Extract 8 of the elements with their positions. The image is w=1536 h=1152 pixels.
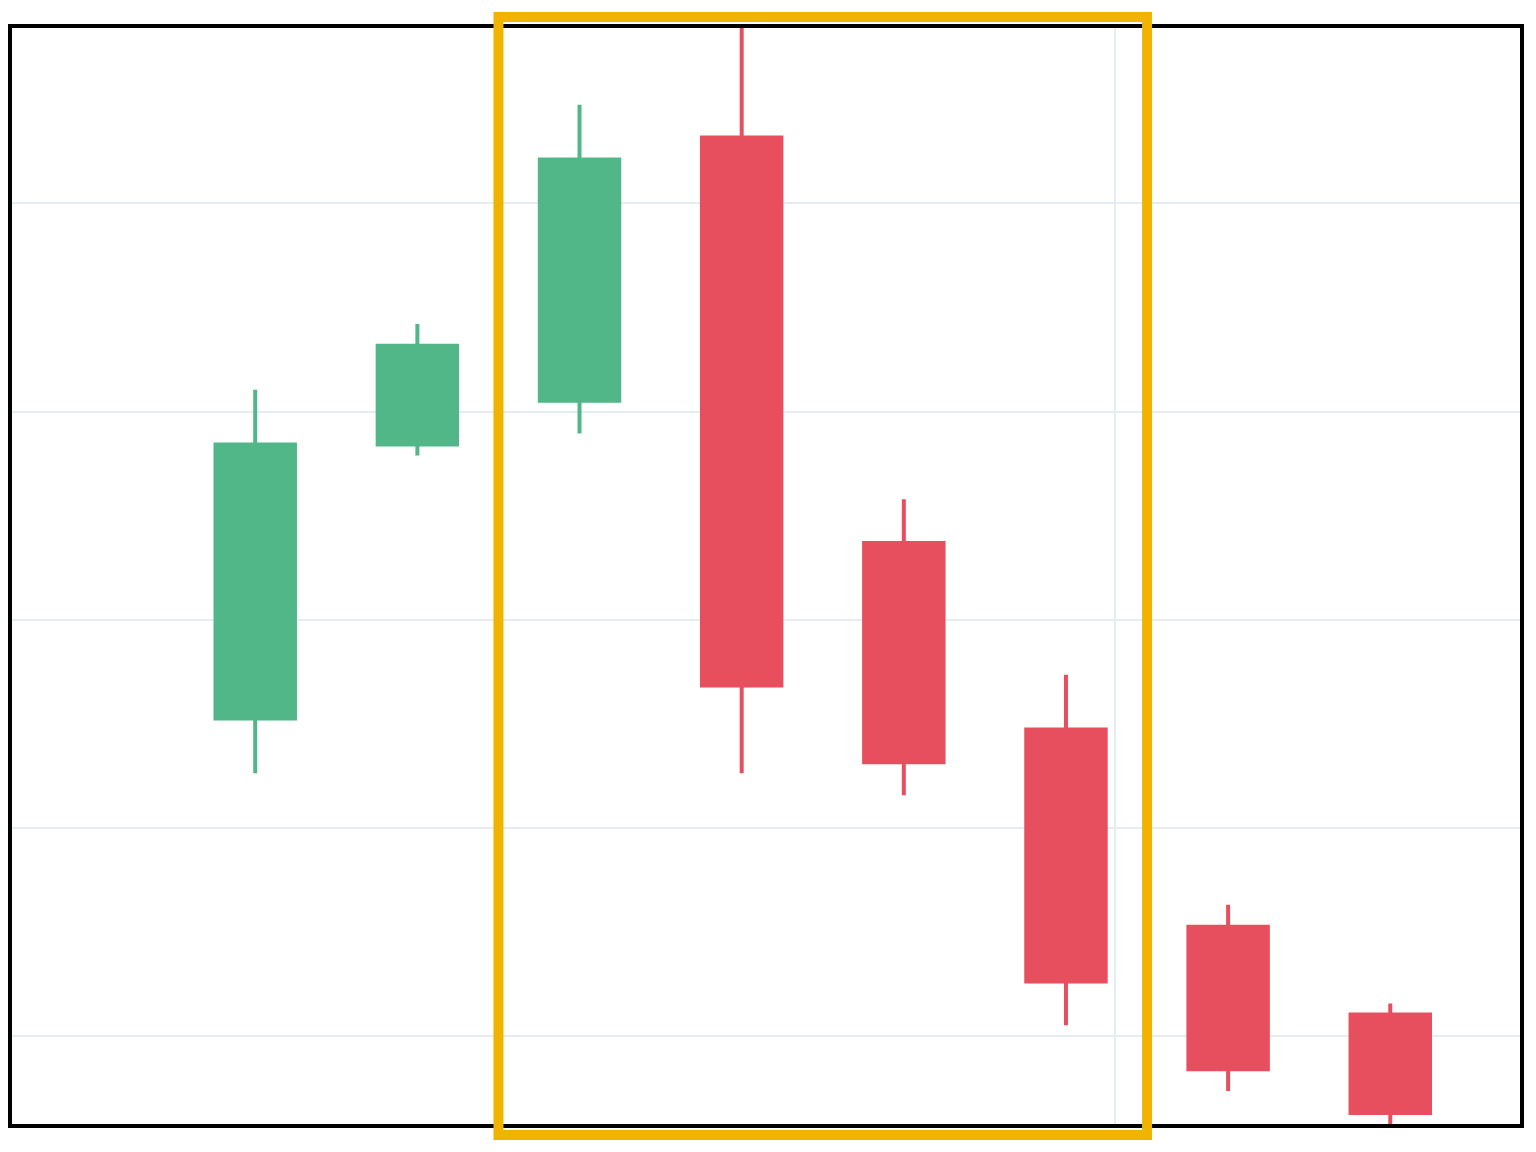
candlestick (699, 28, 784, 776)
candlestick (537, 102, 622, 436)
candlestick (1348, 1001, 1432, 1124)
candlestick (213, 387, 297, 776)
candlestick (862, 497, 946, 798)
candlestick (1186, 902, 1270, 1094)
candlestick (375, 321, 460, 458)
candlestick (1024, 672, 1108, 1028)
